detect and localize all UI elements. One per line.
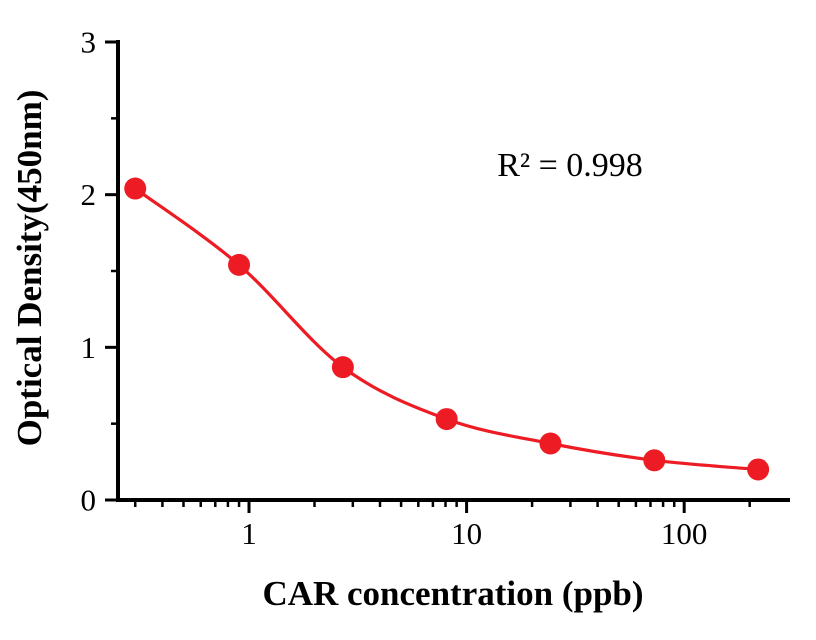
data-point	[539, 432, 562, 455]
y-tick-label: 2	[81, 177, 97, 212]
y-axis-label: Optical Density(450nm)	[10, 89, 49, 447]
data-point	[435, 408, 458, 431]
data-point	[228, 253, 251, 276]
y-tick-label: 1	[81, 330, 97, 365]
data-point	[643, 449, 666, 472]
axes-spines	[116, 40, 790, 502]
y-tick-label: 0	[81, 483, 97, 518]
data-point	[747, 458, 770, 481]
x-tick-label: 100	[661, 516, 708, 551]
r-squared-annotation: R² = 0.998	[497, 147, 643, 184]
data-point	[124, 177, 147, 200]
y-tick-label: 3	[81, 25, 97, 60]
data-point	[331, 356, 354, 379]
x-axis-label: CAR concentration (ppb)	[262, 574, 644, 613]
x-tick-label: 1	[241, 516, 257, 551]
x-tick-label: 10	[451, 516, 482, 551]
